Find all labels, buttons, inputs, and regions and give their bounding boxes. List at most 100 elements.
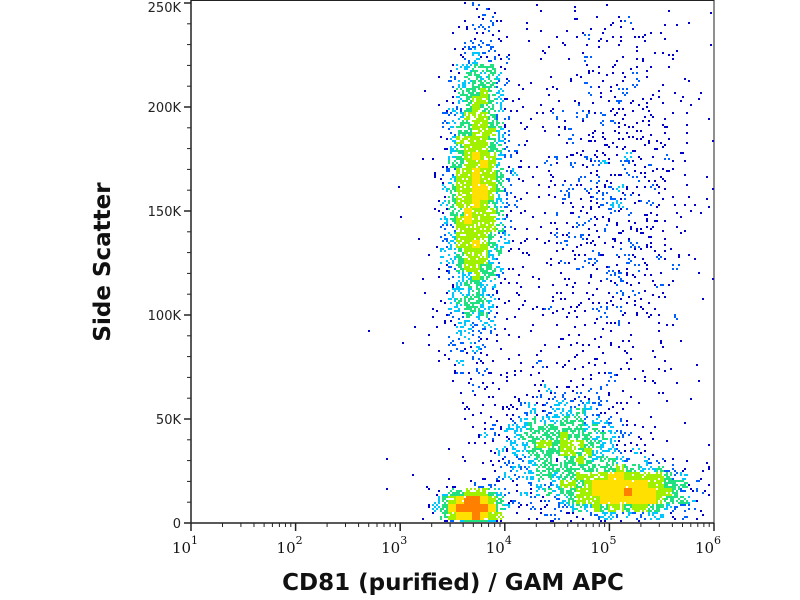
event-dot xyxy=(614,500,616,502)
event-dot xyxy=(632,484,634,486)
event-dot xyxy=(434,172,436,174)
event-dot xyxy=(454,372,456,374)
event-dot xyxy=(444,354,446,356)
event-dot xyxy=(446,510,448,512)
event-dot xyxy=(486,154,488,156)
event-dot xyxy=(458,218,460,220)
event-dot xyxy=(476,324,478,326)
event-dot xyxy=(478,118,480,120)
event-dot xyxy=(650,518,652,520)
event-dot xyxy=(478,26,480,28)
event-dot xyxy=(478,108,480,110)
event-dot xyxy=(482,66,484,68)
event-dot xyxy=(598,446,600,448)
event-dot xyxy=(488,498,490,500)
event-dot xyxy=(588,498,590,500)
event-dot xyxy=(462,254,464,256)
event-dot xyxy=(458,204,460,206)
event-dot xyxy=(582,490,584,492)
event-dot xyxy=(480,106,482,108)
event-dot xyxy=(456,162,458,164)
event-dot xyxy=(570,470,572,472)
event-dot xyxy=(488,244,490,246)
event-dot xyxy=(492,210,494,212)
event-dot xyxy=(622,506,624,508)
event-dot xyxy=(660,486,662,488)
event-dot xyxy=(506,414,508,416)
event-dot xyxy=(638,508,640,510)
event-dot xyxy=(500,176,502,178)
event-dot xyxy=(466,352,468,354)
event-dot xyxy=(468,294,470,296)
event-dot xyxy=(640,508,642,510)
event-dot xyxy=(476,164,478,166)
event-dot xyxy=(466,490,468,492)
event-dot xyxy=(452,214,454,216)
event-dot xyxy=(472,136,474,138)
event-dot xyxy=(476,292,478,294)
event-dot xyxy=(470,112,472,114)
event-dot xyxy=(604,470,606,472)
event-dot xyxy=(454,178,456,180)
event-dot xyxy=(558,450,560,452)
event-dot xyxy=(486,150,488,152)
event-dot xyxy=(460,222,462,224)
event-dot xyxy=(580,448,582,450)
event-dot xyxy=(668,494,670,496)
event-dot xyxy=(480,306,482,308)
event-dot xyxy=(494,116,496,118)
event-dot xyxy=(490,126,492,128)
event-dot xyxy=(470,324,472,326)
event-dot xyxy=(478,178,480,180)
event-dot xyxy=(614,496,616,498)
event-dot xyxy=(496,76,498,78)
event-dot xyxy=(492,494,494,496)
event-dot xyxy=(516,456,518,458)
event-dot xyxy=(452,488,454,490)
event-dot xyxy=(480,202,482,204)
event-dot xyxy=(462,48,464,50)
event-dot xyxy=(594,430,596,432)
event-dot xyxy=(460,146,462,148)
event-dot xyxy=(450,258,452,260)
event-dot xyxy=(482,260,484,262)
event-dot xyxy=(552,416,554,418)
event-dot xyxy=(458,246,460,248)
event-dot xyxy=(472,270,474,272)
event-dot xyxy=(618,500,620,502)
event-dot xyxy=(544,484,546,486)
event-dot xyxy=(460,288,462,290)
event-dot xyxy=(652,506,654,508)
event-dot xyxy=(446,512,448,514)
event-dot xyxy=(610,514,612,516)
event-dot xyxy=(486,170,488,172)
event-dot xyxy=(642,484,644,486)
event-dot xyxy=(474,216,476,218)
event-dot xyxy=(470,268,472,270)
event-dot xyxy=(494,128,496,130)
event-dot xyxy=(456,518,458,520)
event-dot xyxy=(548,488,550,490)
event-dot xyxy=(460,330,462,332)
event-dot xyxy=(488,70,490,72)
event-dot xyxy=(556,408,558,410)
event-dot xyxy=(534,422,536,424)
event-dot xyxy=(490,190,492,192)
event-dot xyxy=(468,178,470,180)
event-dot xyxy=(456,106,458,108)
event-dot xyxy=(472,260,474,262)
event-dot xyxy=(464,492,466,494)
event-dot xyxy=(478,210,480,212)
event-dot xyxy=(484,236,486,238)
event-dot xyxy=(584,408,586,410)
event-dot xyxy=(586,478,588,480)
event-dot xyxy=(538,432,540,434)
event-dot xyxy=(580,424,582,426)
event-dot xyxy=(474,248,476,250)
event-dot xyxy=(476,172,478,174)
event-dot xyxy=(552,432,554,434)
event-dot xyxy=(578,420,580,422)
event-dot xyxy=(484,286,486,288)
event-dot xyxy=(476,8,478,10)
event-dot xyxy=(460,176,462,178)
